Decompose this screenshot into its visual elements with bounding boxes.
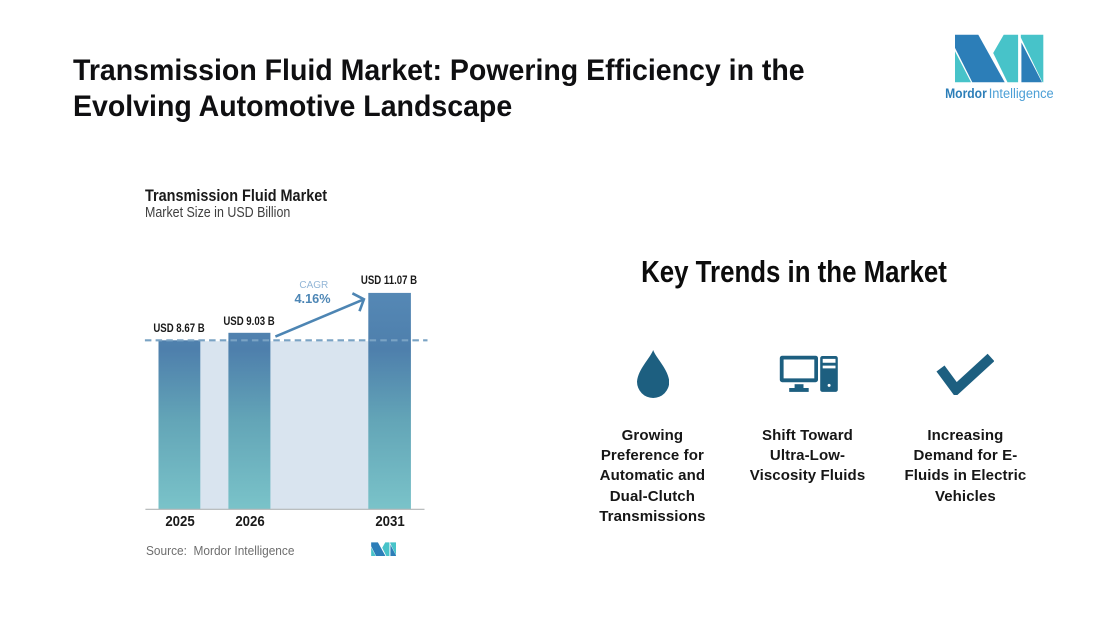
svg-text:Mordor: Mordor [945, 86, 987, 101]
svg-text:Intelligence: Intelligence [989, 86, 1054, 101]
